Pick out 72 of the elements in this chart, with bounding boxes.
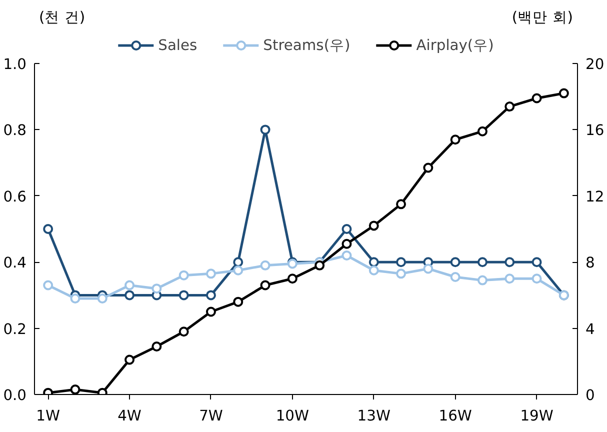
point: [314, 260, 325, 270]
point: [368, 257, 379, 268]
point: [70, 384, 80, 394]
point: [152, 284, 162, 294]
point: [43, 280, 54, 290]
y-tick-label: 1.0: [3, 56, 27, 73]
point: [70, 294, 80, 304]
point: [260, 124, 270, 135]
point: [477, 275, 488, 286]
point: [423, 162, 434, 173]
point: [178, 326, 189, 337]
y2-tick-label: 0: [586, 387, 595, 404]
point: [396, 199, 406, 210]
point: [152, 342, 162, 352]
point: [233, 265, 244, 276]
point: [178, 290, 189, 300]
point: [396, 257, 406, 268]
point: [504, 274, 515, 284]
point: [124, 290, 135, 300]
point: [206, 306, 216, 317]
point: [477, 126, 488, 136]
x-tick-label: 1W: [36, 408, 60, 424]
point: [260, 280, 270, 290]
point: [532, 93, 542, 104]
point: [43, 224, 54, 234]
x-tick-label: 13W: [357, 408, 391, 424]
x-tick-label: 16W: [438, 408, 472, 424]
point: [532, 274, 542, 284]
point: [368, 220, 379, 231]
y-tick-label: 0.6: [3, 188, 27, 206]
point: [206, 268, 216, 279]
point: [178, 270, 189, 280]
y-tick-label: 0.0: [3, 387, 27, 404]
point: [504, 102, 515, 112]
point: [504, 257, 515, 268]
point: [532, 257, 542, 268]
y-tick-label: 0.8: [3, 122, 27, 140]
point: [260, 260, 270, 270]
x-tick-label: 19W: [520, 408, 554, 424]
point: [233, 257, 244, 268]
y2-tick-label: 4: [586, 320, 595, 338]
y2-tick-label: 16: [586, 122, 604, 140]
y2-tick-label: 12: [586, 188, 604, 206]
y2-tick-label: 20: [586, 56, 604, 73]
y-tick-label: 0.4: [3, 254, 27, 272]
point: [396, 268, 406, 279]
point: [423, 264, 434, 274]
point: [342, 250, 352, 260]
x-tick-label: 7W: [199, 408, 224, 424]
legend-label: Sales: [158, 36, 198, 54]
point: [124, 354, 135, 365]
x-tick-label: 10W: [276, 408, 310, 424]
y2-tick-label: 8: [586, 254, 595, 272]
point: [124, 280, 135, 290]
point: [342, 238, 352, 249]
y-axis-title: (천 건): [38, 9, 86, 26]
point: [450, 272, 460, 282]
y-tick-label: 0.2: [3, 320, 27, 338]
point: [233, 296, 244, 307]
y2-axis-title: (백만 회): [512, 9, 574, 26]
point: [450, 134, 460, 145]
point: [368, 265, 379, 276]
point: [477, 257, 488, 268]
point: [287, 274, 298, 284]
point: [342, 224, 352, 234]
legend-label: Airplay(우): [416, 36, 494, 54]
legend-label: Streams(우): [263, 36, 350, 54]
point: [558, 88, 569, 98]
point: [97, 294, 108, 304]
point: [450, 257, 460, 268]
point: [206, 290, 216, 300]
x-tick-label: 4W: [118, 408, 142, 424]
